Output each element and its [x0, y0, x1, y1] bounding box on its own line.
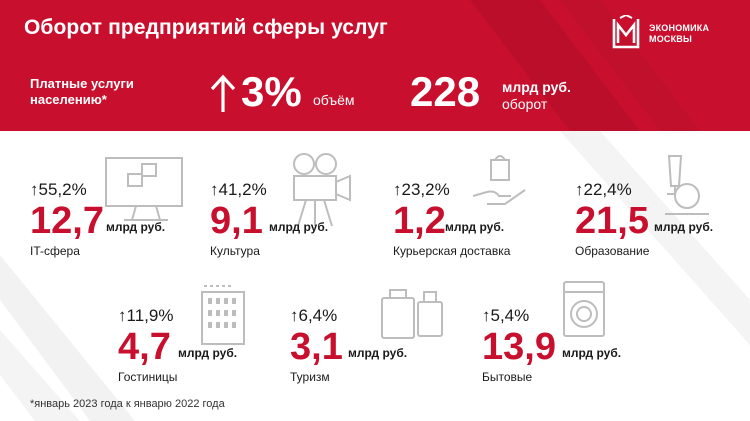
header-label: Платные услуги населению*	[30, 76, 134, 107]
stat-caption: IT-сфера	[30, 244, 80, 258]
stat-culture: ↑41,2% 9,1 млрд руб. Культура	[210, 153, 380, 266]
stat-unit: млрд руб.	[348, 346, 408, 360]
logo-text-line1: ЭКОНОМИКА	[649, 23, 710, 33]
stat-value: 4,7	[118, 326, 171, 368]
stat-tourism: ↑6,4% 3,1 млрд руб. Туризм	[290, 289, 470, 392]
stat-percent: 55,2%	[38, 180, 87, 199]
stat-value: 3,1	[290, 326, 343, 368]
stat-household: ↑5,4% 13,9 млрд руб. Бытовые	[482, 281, 662, 392]
stat-unit: млрд руб.	[445, 220, 505, 234]
stat-percent: 23,2%	[401, 180, 450, 199]
footnote: *январь 2023 года к январю 2022 года	[30, 398, 225, 410]
stat-value: 1,2	[393, 200, 446, 242]
stat-unit: млрд руб.	[178, 346, 238, 360]
stat-courier: ↑23,2% 1,2 млрд руб. Курьерская доставка	[393, 155, 573, 266]
stat-percent: 5,4%	[490, 306, 530, 325]
stat-value: 9,1	[210, 200, 263, 242]
page-title: Оборот предприятий сферы услуг	[24, 16, 388, 39]
stat-caption: Гостиницы	[118, 370, 178, 384]
header-turnover-caption: оборот	[502, 96, 548, 112]
stat-caption: Курьерская доставка	[393, 244, 511, 258]
stat-percent: 6,4%	[298, 306, 338, 325]
stat-unit: млрд руб.	[106, 220, 166, 234]
monitor-icon	[105, 157, 183, 221]
logo-mark-icon	[612, 15, 640, 49]
stat-percent: 11,9%	[126, 306, 174, 325]
stat-caption: Образование	[575, 244, 650, 258]
stat-it: ↑55,2% 12,7 млрд руб. IT-сфера	[30, 157, 210, 266]
stat-unit: млрд руб.	[269, 220, 329, 234]
stat-unit: млрд руб.	[562, 346, 622, 360]
stat-percent: 22,4%	[583, 180, 632, 199]
header-percent-caption: объём	[313, 92, 355, 108]
stat-value: 13,9	[482, 326, 556, 368]
film-camera-icon	[293, 153, 351, 227]
stat-caption: Бытовые	[482, 370, 533, 384]
stat-hotels: ↑11,9% 4,7 млрд руб. Гостиницы	[118, 285, 298, 392]
header-chevrons	[470, 0, 700, 131]
stat-value: 21,5	[575, 200, 649, 242]
microscope-icon	[665, 155, 709, 215]
header-turnover-value: 228	[410, 68, 481, 115]
stat-caption: Культура	[210, 244, 260, 258]
arrow-up-icon	[210, 74, 236, 112]
delivery-hand-icon	[472, 155, 526, 205]
stat-percent: 41,2%	[218, 180, 267, 199]
header-percent: 3%	[241, 68, 302, 115]
header-banner: Оборот предприятий сферы услуг ЭКОНОМИКА…	[0, 0, 750, 131]
header-turnover-unit: млрд руб.	[502, 79, 571, 95]
logo-text-line2: МОСКВЫ	[649, 34, 693, 44]
stat-value: 12,7	[30, 200, 104, 242]
stat-unit: млрд руб.	[654, 220, 714, 234]
logo: ЭКОНОМИКА МОСКВЫ	[611, 15, 741, 55]
suitcase-icon	[381, 289, 443, 339]
stat-caption: Туризм	[290, 370, 330, 384]
washing-machine-icon	[563, 281, 605, 337]
stat-education: ↑22,4% 21,5 млрд руб. Образование	[575, 155, 745, 266]
hotel-icon	[201, 285, 245, 345]
